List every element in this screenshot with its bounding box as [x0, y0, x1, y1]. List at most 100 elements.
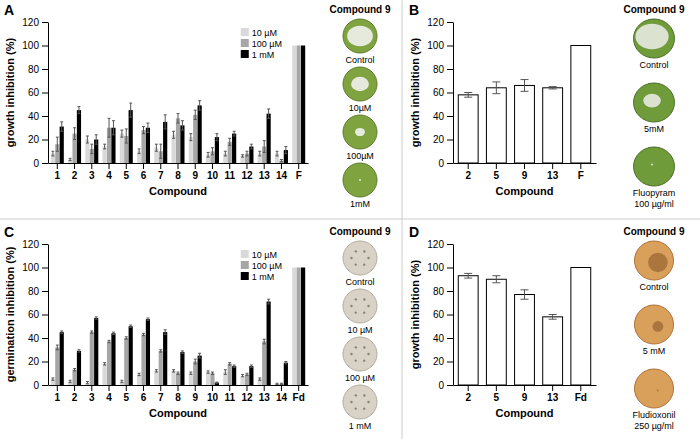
bar	[284, 363, 288, 385]
error-cap	[215, 133, 218, 134]
bar	[223, 372, 227, 385]
legend-swatch	[241, 50, 249, 58]
error-cap	[155, 151, 158, 152]
error-bar	[77, 350, 80, 352]
bar	[262, 342, 266, 385]
error-cap	[228, 362, 231, 363]
error-cap	[129, 103, 132, 104]
spore	[350, 353, 352, 355]
error-line	[109, 340, 110, 342]
error-line	[74, 369, 75, 371]
tick-mark	[42, 163, 48, 164]
y-tick: 40	[28, 333, 48, 344]
error-bar	[284, 362, 287, 364]
bar	[141, 334, 145, 385]
tick-label: Fd	[575, 392, 587, 403]
tick-mark	[552, 163, 553, 169]
error-line	[229, 138, 230, 145]
error-bar	[56, 137, 59, 151]
apple	[635, 305, 674, 344]
x-tick: 2	[465, 385, 471, 403]
spore	[350, 257, 352, 259]
error-cap	[228, 145, 231, 146]
error-line	[126, 337, 127, 339]
error-line	[70, 158, 71, 160]
error-bar	[267, 299, 270, 304]
error-cap	[142, 335, 145, 336]
error-cap	[241, 157, 244, 158]
error-line	[496, 276, 497, 283]
tick-label: 3	[89, 170, 95, 181]
legend-label: 1 mM	[252, 272, 275, 282]
error-bar	[155, 370, 158, 372]
bar	[85, 140, 89, 164]
error-cap	[146, 320, 149, 321]
tick-label: 2	[72, 170, 78, 181]
error-cap	[120, 137, 123, 138]
spore	[355, 298, 357, 300]
error-cap	[464, 278, 472, 279]
tick-label: 6	[141, 392, 147, 403]
error-bar	[86, 136, 89, 143]
legend-label: 100 µM	[252, 261, 282, 271]
error-cap	[138, 148, 141, 149]
spore	[355, 407, 357, 409]
error-cap	[284, 153, 287, 154]
error-line	[139, 149, 140, 154]
error-line	[160, 144, 161, 158]
x-tick: 4	[106, 385, 112, 403]
inset-caption: Control	[345, 55, 374, 65]
error-line	[121, 380, 122, 382]
inset-caption: 1 mM	[349, 421, 372, 431]
bar	[111, 333, 115, 385]
tick-mark	[91, 385, 92, 391]
error-line	[70, 380, 71, 382]
error-line	[229, 363, 230, 365]
y-tick: 20	[28, 356, 48, 367]
leaf	[634, 83, 675, 122]
error-cap	[86, 143, 89, 144]
tick-label: 100	[427, 40, 444, 51]
tick-mark	[57, 163, 58, 169]
y-tick: 0	[33, 158, 48, 169]
bar	[249, 366, 253, 385]
y-axis-title: germination inhibition (%)	[4, 246, 16, 382]
error-line	[264, 339, 265, 344]
tick-mark	[160, 163, 161, 169]
tick-label: 120	[427, 17, 444, 28]
inset-title: Compound 9	[329, 226, 391, 237]
x-axis: 1234567891011121314Fd	[49, 385, 309, 403]
error-cap	[90, 330, 93, 331]
error-cap	[159, 349, 162, 350]
error-cap	[263, 339, 266, 340]
y-tick: 80	[433, 286, 453, 297]
x-tick: 13	[259, 163, 271, 181]
x-tick: 2	[465, 163, 471, 181]
tick-mark	[42, 385, 48, 386]
x-axis: 25913F	[454, 163, 597, 181]
leaf-disc	[343, 115, 377, 149]
y-axis-title: growth inhibition (%)	[409, 259, 421, 369]
error-cap	[56, 345, 59, 346]
error-bar	[159, 350, 162, 352]
error-bar	[267, 109, 270, 118]
bar	[210, 373, 214, 385]
error-line	[61, 331, 62, 333]
error-line	[173, 131, 174, 138]
error-line	[178, 372, 179, 374]
y-tick: 100	[22, 262, 48, 273]
bar	[515, 85, 535, 163]
tick-label: 60	[433, 87, 445, 98]
error-bar	[207, 152, 210, 157]
figure: A0204060801001201234567891011121314FComp…	[0, 0, 700, 439]
error-bar	[263, 141, 266, 153]
inset-caption: Control	[345, 277, 374, 287]
x-axis: 1234567891011121314F	[49, 163, 309, 181]
error-cap	[159, 144, 162, 145]
error-bar	[211, 372, 214, 374]
x-tick: 2	[72, 385, 78, 403]
bar	[458, 95, 478, 163]
error-line	[78, 107, 79, 114]
error-line	[216, 382, 217, 383]
y-tick: 20	[433, 356, 453, 367]
